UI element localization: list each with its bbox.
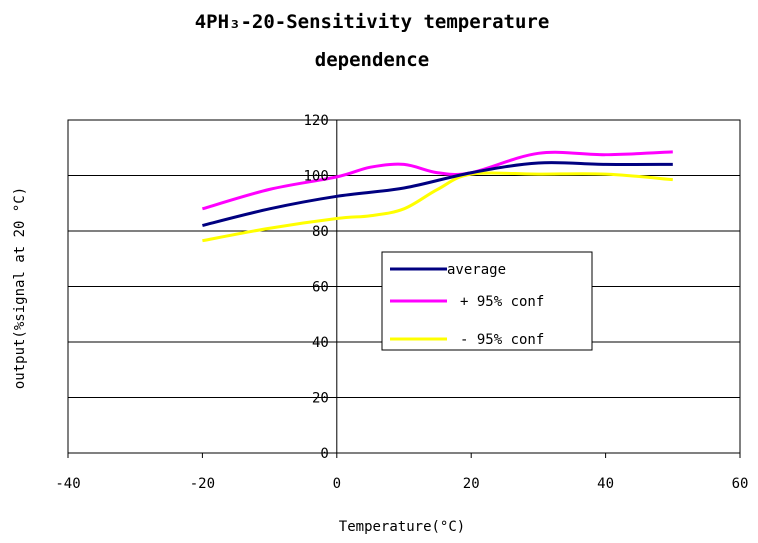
y-tick-label: 120 (304, 113, 329, 129)
y-tick-label: 20 (312, 391, 329, 407)
series-line-average (202, 161, 673, 227)
y-tick-label: 0 (320, 446, 328, 462)
x-tick-label: 40 (597, 476, 614, 492)
x-tick-label: 60 (732, 476, 749, 492)
series-lines (201, 150, 673, 243)
x-axis-label: Temperature(°C) (339, 519, 465, 535)
legend-label-minus-conf: - 95% conf (460, 332, 544, 348)
x-tick-label: -20 (190, 476, 215, 492)
series-line-95-conf (201, 150, 673, 211)
series-line-95-conf (202, 171, 673, 243)
legend-label-average: average (447, 262, 506, 278)
y-tick-label: 80 (312, 224, 329, 240)
x-tick-label: 20 (463, 476, 480, 492)
legend: average + 95% conf - 95% conf (381, 251, 593, 351)
y-tick-label: 40 (312, 335, 329, 351)
tick-labels: 0 20 40 60 80 100 120 -40 -20 0 20 40 60 (55, 113, 748, 492)
x-tick-label: 0 (333, 476, 341, 492)
chart-title-line2: dependence (315, 49, 429, 71)
y-tick-label: 100 (304, 169, 329, 185)
chart-title-line1: 4PH₃-20-Sensitivity temperature (195, 11, 550, 33)
y-tick-label: 60 (312, 280, 329, 296)
x-tick-label: -40 (55, 476, 80, 492)
legend-label-plus-conf: + 95% conf (460, 294, 544, 310)
y-axis-label: output(%signal at 20 °C) (12, 187, 28, 389)
